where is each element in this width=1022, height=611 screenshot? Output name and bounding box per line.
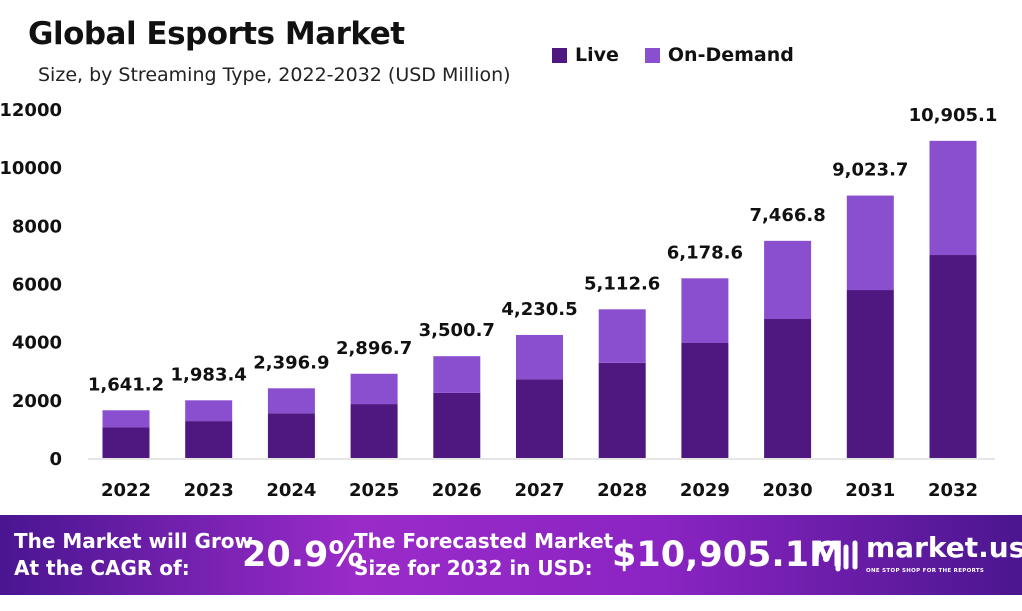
x-tick-label: 2023 bbox=[184, 480, 234, 501]
market-us-logo-icon bbox=[813, 540, 858, 572]
bar-live bbox=[681, 343, 729, 458]
y-tick-label: 2000 bbox=[12, 391, 62, 412]
data-label: 2,396.9 bbox=[253, 352, 329, 373]
x-tick-label: 2025 bbox=[349, 480, 399, 501]
bar-on-demand bbox=[102, 410, 150, 428]
x-tick-label: 2031 bbox=[845, 480, 895, 501]
bar-live bbox=[433, 392, 481, 458]
forecast-label-line1: The Forecasted Market bbox=[354, 529, 614, 553]
bar-on-demand bbox=[846, 195, 894, 291]
y-tick-label: 8000 bbox=[12, 216, 62, 237]
bar-on-demand bbox=[433, 356, 481, 393]
bar-on-demand bbox=[267, 388, 315, 414]
y-tick-label: 12000 bbox=[0, 100, 62, 121]
chart-title: Global Esports Market bbox=[28, 16, 405, 52]
forecast-value: $10,905.1M bbox=[612, 535, 844, 575]
bar-live bbox=[846, 290, 894, 458]
bar-on-demand bbox=[929, 140, 977, 256]
x-tick-label: 2028 bbox=[597, 480, 647, 501]
data-label: 1,983.4 bbox=[171, 364, 247, 385]
x-tick-label: 2024 bbox=[266, 480, 316, 501]
bar-live bbox=[267, 413, 315, 458]
forecast-label: The Forecasted Market Size for 2032 in U… bbox=[354, 528, 613, 582]
data-label: 1,641.2 bbox=[88, 374, 164, 395]
y-tick-label: 0 bbox=[49, 449, 62, 470]
data-label: 10,905.1 bbox=[909, 105, 998, 126]
legend-swatch-live bbox=[552, 47, 567, 63]
x-tick-label: 2026 bbox=[432, 480, 482, 501]
bar-live bbox=[929, 255, 977, 458]
cagr-value: 20.9% bbox=[242, 535, 364, 575]
legend-label: Live bbox=[575, 44, 619, 66]
bar-on-demand bbox=[681, 278, 729, 344]
legend-item-live: Live bbox=[552, 44, 619, 66]
y-tick-label: 10000 bbox=[0, 158, 62, 179]
forecast-label-line2: Size for 2032 in USD: bbox=[354, 556, 593, 580]
x-tick-label: 2032 bbox=[928, 480, 978, 501]
y-tick-label: 6000 bbox=[12, 275, 62, 296]
data-label: 2,896.7 bbox=[336, 338, 412, 359]
bar-on-demand bbox=[764, 240, 812, 320]
x-tick-label: 2030 bbox=[763, 480, 813, 501]
legend-swatch-on-demand bbox=[644, 47, 660, 63]
legend-item-on-demand: On-Demand bbox=[644, 44, 794, 66]
x-tick-label: 2027 bbox=[514, 480, 564, 501]
cagr-label: The Market will Grow At the CAGR of: bbox=[14, 528, 253, 582]
bar-live bbox=[764, 319, 812, 458]
bar-live bbox=[102, 427, 150, 458]
bar-on-demand bbox=[350, 373, 398, 405]
brand-tagline: ONE STOP SHOP FOR THE REPORTS bbox=[866, 568, 985, 574]
x-tick-label: 2022 bbox=[101, 480, 151, 501]
data-label: 7,466.8 bbox=[749, 205, 825, 226]
bar-on-demand bbox=[185, 400, 233, 422]
bar-live bbox=[598, 362, 646, 458]
legend-label: On-Demand bbox=[667, 44, 794, 66]
data-label: 9,023.7 bbox=[832, 160, 908, 181]
brand-name: market.us bbox=[866, 531, 1022, 564]
legend: Live On-Demand bbox=[552, 44, 794, 66]
bar-on-demand bbox=[516, 334, 563, 380]
data-label: 4,230.5 bbox=[501, 299, 577, 320]
bar-on-demand bbox=[598, 309, 646, 363]
x-tick-label: 2029 bbox=[680, 480, 730, 501]
bar-chart: 0 2000 4000 6000 8000 10000 12000 1,641.2 2022 1,… bbox=[0, 100, 998, 501]
cagr-label-line2: At the CAGR of: bbox=[14, 556, 190, 580]
data-label: 5,112.6 bbox=[584, 273, 660, 294]
data-label: 6,178.6 bbox=[667, 242, 743, 263]
y-tick-label: 4000 bbox=[12, 333, 62, 354]
cagr-label-line1: The Market will Grow bbox=[14, 529, 254, 553]
data-label: 3,500.7 bbox=[419, 320, 495, 341]
bar-live bbox=[350, 404, 398, 458]
bar-live bbox=[185, 421, 233, 458]
footer-banner: The Market will Grow At the CAGR of: 20.… bbox=[0, 515, 1022, 595]
bar-live bbox=[516, 379, 563, 458]
chart-subtitle: Size, by Streaming Type, 2022-2032 (USD … bbox=[38, 64, 511, 86]
